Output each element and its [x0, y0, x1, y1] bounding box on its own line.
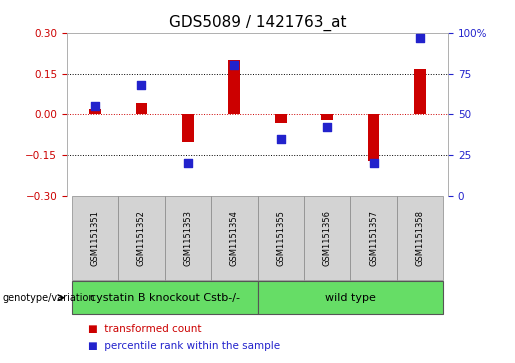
Text: genotype/variation: genotype/variation	[3, 293, 95, 303]
Bar	[415, 69, 426, 114]
Text: GSM1151356: GSM1151356	[323, 210, 332, 266]
Bar	[350, 196, 397, 280]
Bar	[135, 103, 147, 114]
Text: GSM1151354: GSM1151354	[230, 210, 239, 266]
Point	[277, 136, 285, 142]
Text: GSM1151352: GSM1151352	[137, 210, 146, 266]
Point	[323, 125, 331, 130]
Bar	[89, 109, 100, 114]
Text: GSM1151353: GSM1151353	[183, 210, 192, 266]
Bar	[258, 196, 304, 280]
Bar	[229, 60, 240, 114]
Point	[230, 62, 238, 68]
Bar	[165, 196, 211, 280]
Bar	[275, 114, 286, 122]
Bar	[118, 196, 165, 280]
Bar	[368, 114, 380, 160]
Text: GSM1151351: GSM1151351	[90, 210, 99, 266]
Point	[416, 35, 424, 41]
Point	[91, 103, 99, 109]
Bar	[72, 196, 118, 280]
Title: GDS5089 / 1421763_at: GDS5089 / 1421763_at	[169, 15, 346, 31]
Bar	[72, 281, 258, 314]
Bar	[182, 114, 194, 142]
Point	[184, 160, 192, 166]
Text: GSM1151358: GSM1151358	[416, 210, 425, 266]
Text: ■  percentile rank within the sample: ■ percentile rank within the sample	[88, 341, 280, 351]
Text: ■  transformed count: ■ transformed count	[88, 323, 201, 334]
Text: GSM1151357: GSM1151357	[369, 210, 378, 266]
Bar	[304, 196, 350, 280]
Text: GSM1151355: GSM1151355	[276, 210, 285, 266]
Point	[137, 82, 145, 88]
Text: cystatin B knockout Cstb-/-: cystatin B knockout Cstb-/-	[90, 293, 239, 303]
Point	[370, 160, 378, 166]
Bar	[258, 281, 443, 314]
Bar	[397, 196, 443, 280]
Bar	[211, 196, 258, 280]
Text: wild type: wild type	[325, 293, 376, 303]
Bar	[321, 114, 333, 120]
